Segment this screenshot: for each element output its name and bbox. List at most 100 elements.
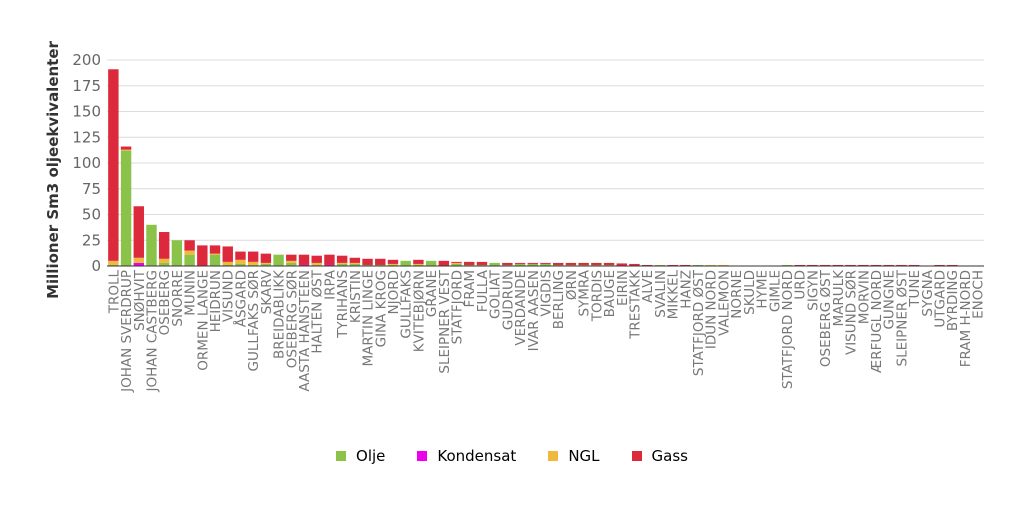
bar-segment	[667, 264, 678, 266]
bar-segment	[527, 262, 539, 264]
bar-segment	[336, 263, 348, 266]
x-tick-label: FRAM	[462, 270, 478, 307]
bar-segment	[133, 206, 144, 258]
x-tick-label: KVITEBJØRN	[411, 270, 427, 352]
bar-segment	[349, 262, 361, 264]
x-tick-label: KRISTIN	[348, 270, 364, 323]
x-tick-label: JOHAN SVERDRUP	[119, 270, 135, 393]
bar-segment	[400, 260, 411, 266]
bar-segment	[298, 254, 310, 265]
bar-segment	[591, 262, 602, 265]
y-tick-label: 75	[82, 180, 101, 198]
x-tick-label: GUNGNE	[882, 270, 898, 330]
x-tick-label: FRAM H-NORD	[958, 270, 974, 367]
bar-segment	[438, 260, 450, 266]
bar-segment	[349, 263, 361, 266]
x-tick-label: IDUN NORD	[704, 270, 720, 349]
bar-segment	[133, 257, 144, 263]
bar-segment	[654, 264, 666, 266]
legend-swatch	[631, 451, 642, 461]
bar-segment	[781, 264, 793, 266]
bar-segment	[184, 254, 195, 266]
chart-legend: Olje Kondensat NGL Gass	[0, 447, 1024, 465]
x-tick-label: ORMEN LANGE	[195, 270, 211, 371]
bar-series	[108, 69, 958, 267]
x-tick-label: NORNE	[729, 270, 745, 319]
bar-segment	[222, 246, 233, 262]
bar-segment	[247, 264, 259, 266]
x-tick-label: BYRDING	[945, 270, 961, 331]
x-tick-label: SIGYN	[805, 270, 821, 311]
x-tick-label: GUDRUN	[500, 270, 516, 330]
y-tick-label: 100	[72, 154, 101, 172]
bar-segment	[718, 264, 729, 266]
bar-segment	[578, 262, 589, 265]
x-tick-label: BERLING	[551, 270, 567, 329]
legend-label: Gass	[651, 447, 688, 465]
x-tick-label: TORDIS	[589, 270, 605, 322]
y-tick-label: 175	[72, 77, 101, 95]
x-tick-label: VISUND SØR	[844, 270, 860, 355]
bar-segment	[476, 264, 488, 266]
x-tick-label: BREIDABLIKK	[272, 269, 288, 359]
x-tick-label: ÆRFUGL NORD	[869, 270, 885, 373]
bar-segment	[311, 264, 322, 266]
bar-segment	[896, 264, 907, 266]
x-tick-label: TUNE	[907, 270, 923, 308]
bar-segment	[794, 264, 805, 266]
x-tick-label: STATFJORD ØST	[691, 269, 707, 376]
x-tick-label: GULLFAKS SØR	[246, 270, 262, 371]
bar-segment	[451, 261, 462, 263]
x-tick-label: MIKKEL	[666, 270, 682, 320]
x-tick-label: HEIDRUN	[208, 270, 224, 332]
bar-segment	[260, 262, 272, 264]
x-tick-label: OSEBERG SØR	[284, 270, 300, 368]
bar-segment	[133, 262, 144, 266]
legend-item[interactable]: Olje	[336, 447, 385, 465]
bar-segment	[578, 264, 589, 266]
bar-segment	[527, 263, 539, 266]
bar-segment	[311, 255, 322, 263]
bar-segment	[247, 261, 259, 265]
bar-segment	[603, 262, 615, 265]
y-tick-label: 150	[72, 103, 101, 121]
x-tick-label: TYRIHANS	[335, 270, 351, 339]
bar-segment	[387, 259, 399, 264]
legend-item[interactable]: NGL	[548, 447, 600, 465]
bar-segment	[680, 264, 691, 266]
grid-lines	[107, 59, 984, 267]
x-tick-label: SLEIPNER ØST	[894, 269, 910, 366]
bar-segment	[552, 262, 564, 265]
bar-segment	[387, 263, 399, 265]
y-tick-label: 50	[82, 206, 101, 224]
x-tick-label: VIGDIS	[539, 270, 555, 317]
y-tick-label: 0	[91, 257, 101, 275]
bar-segment	[375, 258, 386, 265]
bar-segment	[324, 264, 335, 266]
bar-segment	[171, 240, 183, 266]
bar-segment	[108, 264, 119, 266]
bar-segment	[260, 253, 272, 263]
bar-segment	[934, 264, 945, 266]
bar-segment	[146, 224, 157, 266]
x-tick-label: ALVE	[640, 270, 656, 303]
legend-item[interactable]: Gass	[631, 447, 688, 465]
bar-segment	[616, 263, 627, 266]
bar-segment	[603, 264, 615, 266]
bar-segment	[286, 260, 297, 263]
x-tick-label: MARULK	[831, 269, 847, 327]
legend-label: Olje	[356, 447, 386, 465]
bar-segment	[108, 69, 119, 261]
bar-segment	[158, 232, 170, 259]
bar-segment	[832, 264, 844, 266]
bar-segment	[184, 240, 195, 251]
x-tick-label: UTGARD	[933, 270, 949, 328]
bar-segment	[235, 251, 246, 260]
legend-item[interactable]: Kondensat	[417, 447, 516, 465]
bar-segment	[209, 254, 221, 266]
x-tick-label: URD	[793, 270, 809, 300]
bar-segment	[247, 251, 259, 262]
bar-segment	[692, 264, 704, 266]
